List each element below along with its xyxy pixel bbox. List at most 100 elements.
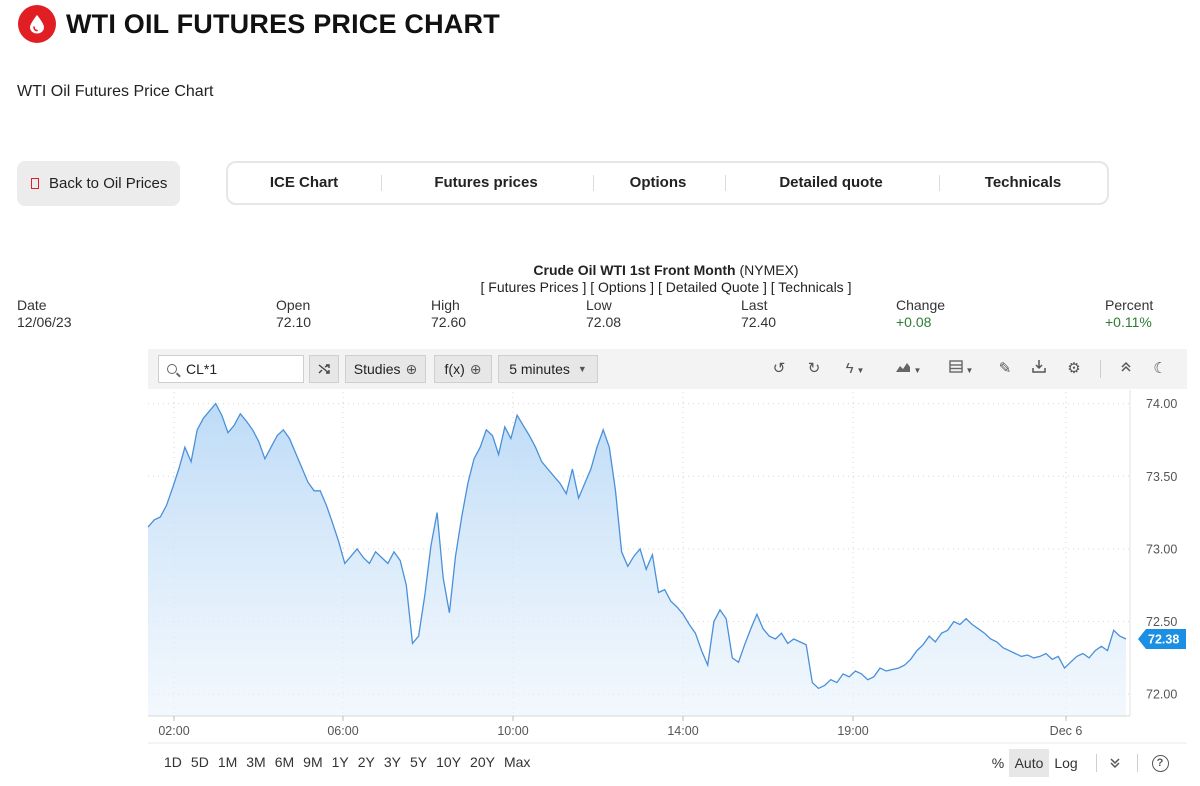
quote-value: 72.40 [741,314,777,330]
pencil-icon[interactable]: ✎ [998,360,1012,377]
interval-value: 5 minutes [509,361,570,377]
back-icon [31,178,39,189]
quote-label: Open [276,297,311,313]
tab-technicals[interactable]: Technicals [984,174,1062,191]
dark-mode-icon[interactable]: ☾ [1153,360,1167,377]
range-2y[interactable]: 2Y [357,754,375,770]
tab-ice-chart[interactable]: ICE Chart [269,174,339,191]
x-tick-label: Dec 6 [1050,724,1083,738]
last-price-marker: 72.38 [1138,628,1186,649]
y-tick-label: 73.50 [1146,470,1177,484]
back-to-oil-prices-button[interactable]: Back to Oil Prices [17,161,180,206]
undo-icon[interactable]: ↺ [772,360,786,377]
range-5y[interactable]: 5Y [410,754,428,770]
studies-label: Studies [353,361,401,377]
options-link[interactable]: [ Options ] [590,279,655,295]
technicals-link[interactable]: [ Technicals ] [770,279,852,295]
brand-logo [18,5,56,43]
double-chevron-up-glyph [1121,361,1131,372]
range-3y[interactable]: 3Y [383,754,401,770]
range-1m[interactable]: 1M [217,754,238,770]
quote-label: High [431,297,460,313]
tab-divider [381,175,382,191]
quote-value: 72.60 [431,314,467,330]
redo-icon[interactable]: ↻ [807,360,821,377]
auto-scale-toggle[interactable]: Auto [1009,749,1049,777]
chart-toolbar: CL*1 Studies ⊕ f(x) ⊕ 5 minutes ▼ ↺ ↻ ϟ ▼… [148,349,1187,389]
symbol-search-input[interactable]: CL*1 [158,355,304,383]
lightning-icon[interactable]: ϟ ▼ [845,360,865,377]
tab-detailed-quote[interactable]: Detailed quote [779,174,883,191]
range-10y[interactable]: 10Y [436,754,462,770]
range-6m[interactable]: 6M [274,754,295,770]
range-1y[interactable]: 1Y [331,754,349,770]
collapse-up-icon[interactable] [1116,359,1136,379]
instrument-name: Crude Oil WTI 1st Front Month [533,262,736,278]
quote-label: Last [741,297,768,313]
percent-scale-toggle[interactable]: % [991,755,1005,771]
layout-icon[interactable]: ▼ [943,359,979,379]
x-tick-label: 19:00 [837,724,868,738]
quote-date: Date 12/06/23 [17,297,72,331]
toolbar-divider [1100,360,1101,378]
quote-label: Change [896,297,946,313]
x-tick-label: 06:00 [327,724,358,738]
y-tick-label: 72.00 [1146,688,1177,702]
x-tick-label: 02:00 [158,724,189,738]
chevron-down-icon: ▼ [577,364,587,374]
studies-button[interactable]: Studies ⊕ [345,355,426,383]
x-tick-label: 14:00 [667,724,698,738]
gear-icon[interactable]: ⚙ [1067,360,1081,377]
quote-value: +0.11% [1105,314,1152,330]
range-max[interactable]: Max [503,754,531,770]
range-9m[interactable]: 9M [303,754,323,770]
y-axis-ticks: 72.00 72.50 73.00 73.50 74.00 [1146,397,1177,702]
tab-options[interactable]: Options [629,174,687,191]
quote-value: 72.08 [586,314,622,330]
price-area [148,403,1126,716]
nav-tabs: ICE Chart Futures prices Options Detaile… [226,161,1109,205]
interval-select[interactable]: 5 minutes ▼ [498,355,598,383]
page-subtitle: WTI Oil Futures Price Chart [17,83,214,100]
range-20y[interactable]: 20Y [470,754,495,770]
plus-circle-icon: ⊕ [469,360,482,377]
chart-type-icon[interactable]: ▼ [890,359,926,379]
tab-futures-prices[interactable]: Futures prices [434,174,538,191]
quote-change: Change +0.08 [896,297,945,331]
back-button-label: Back to Oil Prices [49,175,168,192]
price-line [147,402,1127,690]
y-tick-label: 74.00 [1146,397,1177,411]
x-axis-ticks: 02:00 06:00 10:00 14:00 19:00 Dec 6 [158,716,1082,738]
detailed-quote-link[interactable]: [ Detailed Quote ] [657,279,767,295]
futures-prices-link[interactable]: [ Futures Prices ] [480,279,587,295]
quote-value: +0.08 [896,314,932,330]
log-scale-toggle[interactable]: Log [1054,755,1078,771]
download-icon[interactable] [1029,359,1049,379]
exchange-label: (NYMEX) [739,262,799,278]
quote-value: 12/06/23 [17,314,72,330]
quote-title: Crude Oil WTI 1st Front Month (NYMEX) [0,262,1200,278]
tab-divider [593,175,594,191]
quote-last: Last 72.40 [741,297,776,331]
oil-drop-icon [30,15,44,34]
range-bar: 1D 5D 1M 3M 6M 9M 1Y 2Y 3Y 5Y 10Y 20Y Ma… [164,754,539,770]
last-price-label: 72.38 [1148,632,1179,646]
quote-percent: Percent +0.11% [1105,297,1153,331]
scale-divider [1137,754,1138,772]
compare-button[interactable] [309,355,339,383]
range-5d[interactable]: 5D [190,754,209,770]
help-button[interactable]: ? [1150,749,1170,777]
help-icon: ? [1151,754,1169,772]
double-chevron-down-glyph [1110,758,1120,769]
quote-links: [ Futures Prices ] [ Options ] [ Detaile… [0,279,1200,295]
tab-divider [725,175,726,191]
range-1d[interactable]: 1D [164,754,182,770]
range-3m[interactable]: 3M [246,754,266,770]
quote-label: Percent [1105,297,1154,313]
layout-grid-icon [948,360,963,373]
fx-button[interactable]: f(x) ⊕ [434,355,492,383]
y-tick-label: 72.50 [1146,615,1177,629]
symbol-value: CL*1 [186,361,218,377]
double-chevron-down-icon[interactable] [1106,749,1124,777]
